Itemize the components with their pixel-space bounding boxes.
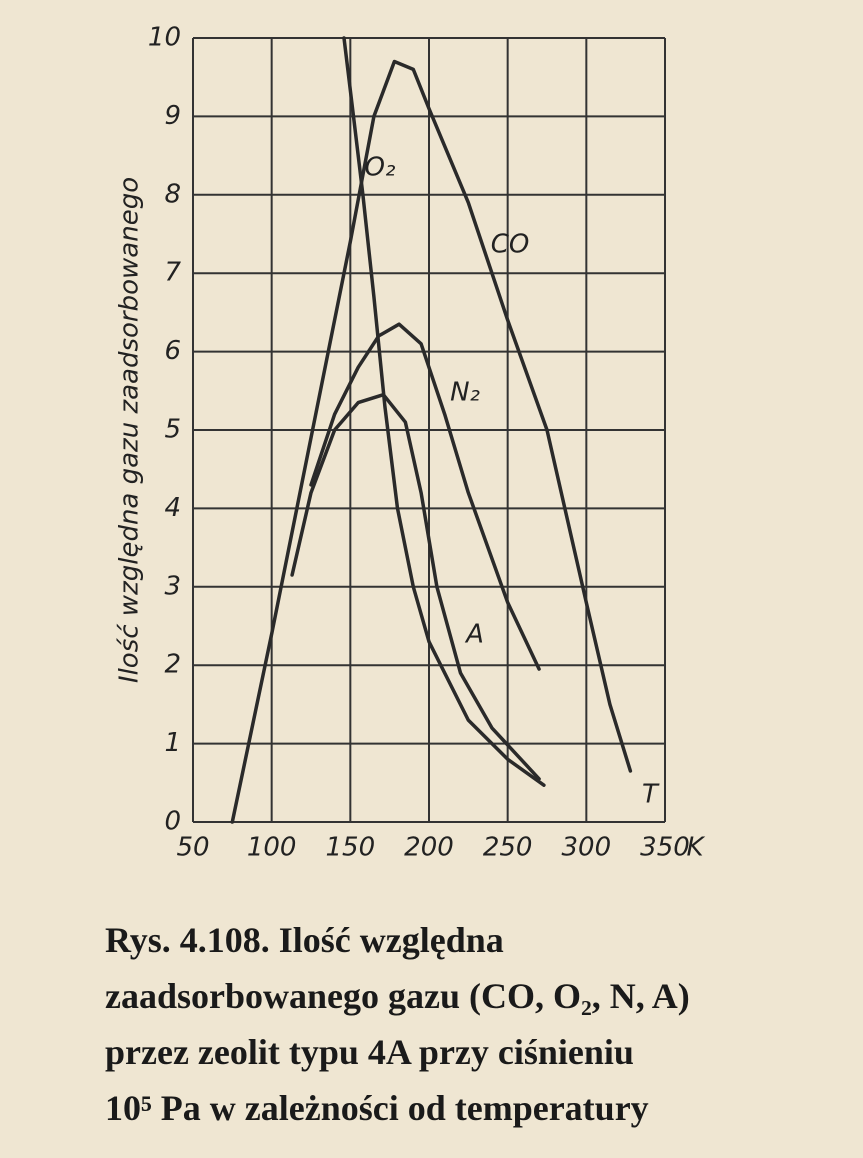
y-axis-label: Ilość względna gazu zaadsorbowanego <box>115 177 145 683</box>
caption-line: zaadsorbowanego gazu (CO, O₂, N, A) <box>105 976 690 1016</box>
caption-line: Rys. 4.108. Ilość względna <box>105 920 504 960</box>
curve <box>230 59 633 824</box>
curve <box>309 322 541 671</box>
curve-label: CO <box>491 230 530 260</box>
y-tick-label: 9 <box>164 101 181 131</box>
x-tick-label: 250 <box>483 833 533 863</box>
y-tick-label: 8 <box>164 179 181 209</box>
y-tick-label: 3 <box>164 571 181 601</box>
curve <box>342 36 546 787</box>
x-tick-label: 350 <box>640 833 690 863</box>
y-tick-label: 2 <box>164 650 181 680</box>
caption-line: 10⁵ Pa w zależności od temperatury <box>105 1088 649 1128</box>
curve <box>290 392 541 781</box>
y-tick-label: 6 <box>164 336 181 366</box>
x-tick-label: 300 <box>562 833 612 863</box>
curve-label: A <box>464 620 484 650</box>
x-tick-label: 50 <box>176 833 209 863</box>
y-tick-label: 4 <box>164 493 181 523</box>
x-axis-unit: K <box>686 833 705 863</box>
curve-label: O₂ <box>365 153 396 183</box>
x-tick-label: 150 <box>326 833 376 863</box>
x-tick-label: 100 <box>247 833 297 863</box>
y-tick-label: 1 <box>164 728 181 758</box>
y-tick-label: 7 <box>164 258 181 288</box>
curve-label: N₂ <box>450 378 480 408</box>
caption-line: przez zeolit typu 4A przy ciśnieniu <box>105 1032 634 1072</box>
x-tick-label: 200 <box>404 833 454 863</box>
y-tick-label: 10 <box>148 23 181 53</box>
y-tick-label: 5 <box>164 415 181 445</box>
x-axis-label: T <box>642 780 660 810</box>
y-tick-label: 0 <box>164 807 181 837</box>
